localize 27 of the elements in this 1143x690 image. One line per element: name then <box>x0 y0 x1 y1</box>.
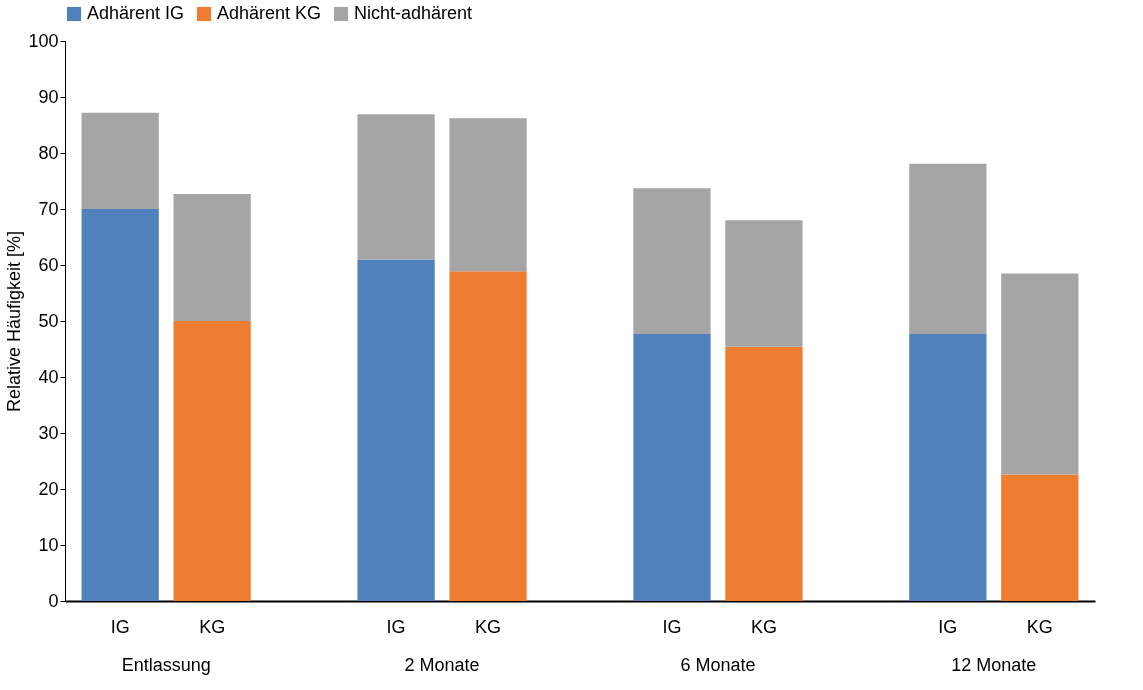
y-tick-label: 40 <box>38 366 59 387</box>
x-tick-label: KG <box>1026 617 1053 637</box>
legend-label: Adhärent IG <box>87 3 185 23</box>
y-tick-label: 20 <box>38 478 59 499</box>
text: 6 Monate <box>680 655 756 675</box>
y-tick-label: 70 <box>38 198 59 219</box>
x-tick-label: IG <box>386 617 406 637</box>
legend-label: Nicht-adhärent <box>354 3 473 23</box>
y-tick-label: 100 <box>28 30 59 51</box>
y-tick-label: 80 <box>38 142 59 163</box>
y-tick-label: 60 <box>38 254 59 275</box>
text: 12 Monate <box>951 655 1037 675</box>
y-tick-label: 30 <box>38 422 59 443</box>
x-tick-label: IG <box>662 617 682 637</box>
y-tick-label: 90 <box>38 86 59 107</box>
x-tick-label: KG <box>750 617 777 637</box>
text: Entlassung <box>121 655 211 675</box>
y-tick-label: 10 <box>38 534 59 555</box>
x-tick-label: IG <box>110 617 130 637</box>
y-axis-title: Relative Häufigkeit [%] <box>4 230 25 413</box>
x-tick-label: KG <box>475 617 502 637</box>
x-tick-label: IG <box>938 617 958 637</box>
y-tick-label: 0 <box>48 590 59 611</box>
legend-label: Adhärent KG <box>217 3 322 23</box>
x-tick-label: KG <box>199 617 226 637</box>
y-tick-label: 50 <box>38 310 59 331</box>
text: 2 Monate <box>404 655 480 675</box>
